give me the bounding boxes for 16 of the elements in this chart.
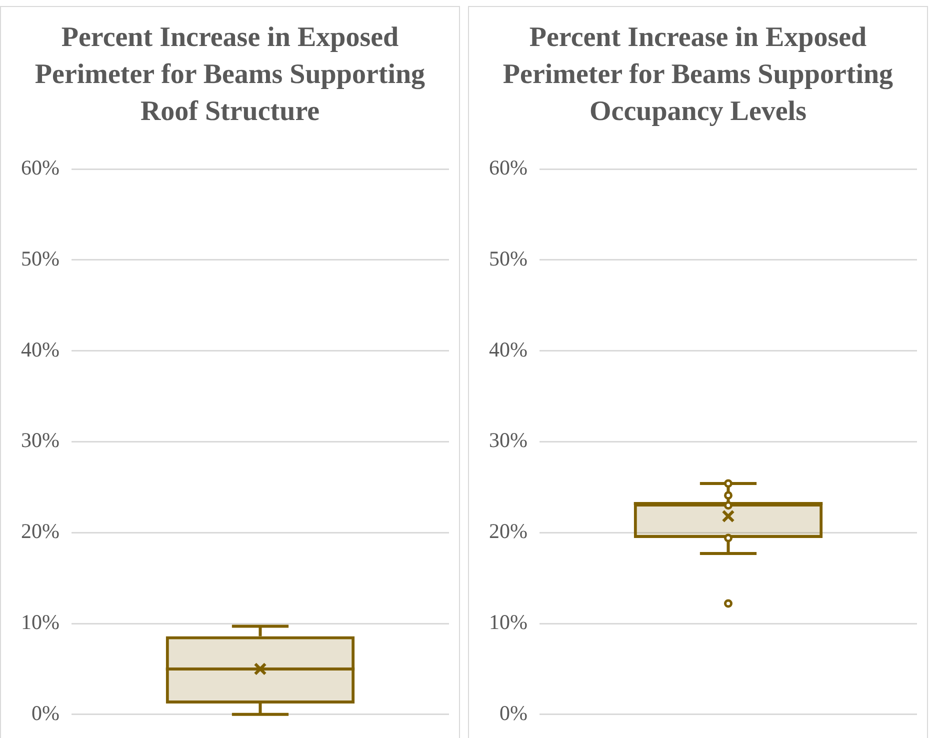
y-tick-label: 10% [20, 610, 60, 634]
y-tick-label: 0% [31, 700, 60, 725]
y-tick-label: 40% [20, 337, 60, 362]
y-tick-label: 60% [488, 156, 528, 180]
y-tick-label: 50% [20, 246, 60, 270]
y-tick-label: 20% [20, 519, 60, 544]
chart-title: Percent Increase in Exposed Perimeter for Beams Supporting Roof Structure [34, 21, 426, 129]
y-tick-label: 60% [20, 156, 60, 180]
y-tick-label: 10% [488, 610, 528, 634]
chart-title: Percent Increase in Exposed Perimeter for Beams Supporting Occupancy Levels [502, 21, 894, 129]
y-tick-label: 30% [488, 428, 528, 452]
y-tick-label: 20% [488, 519, 528, 544]
y-tick-label: 40% [488, 337, 528, 362]
y-tick-label: 50% [488, 246, 528, 270]
y-tick-label: 30% [20, 428, 60, 452]
y-tick-label: 0% [499, 700, 528, 725]
